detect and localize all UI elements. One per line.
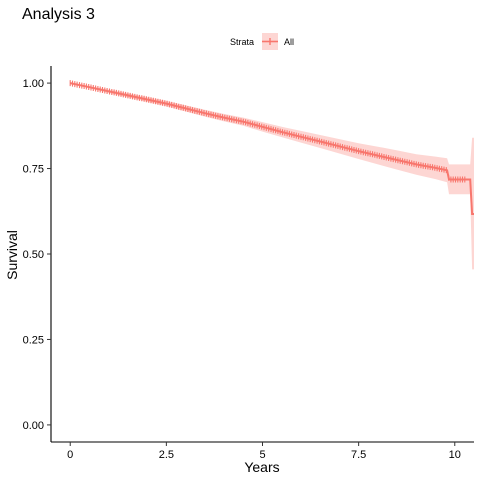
x-tick-label: 5 xyxy=(259,449,265,461)
x-tick-label: 7.5 xyxy=(351,449,366,461)
legend: Strata All xyxy=(230,33,294,50)
x-axis: 0 2.5 5 7.5 10 xyxy=(67,442,461,461)
confidence-band xyxy=(70,83,474,270)
x-tick-label: 2.5 xyxy=(159,449,174,461)
legend-title: Strata xyxy=(230,37,254,47)
y-axis: 0.00 0.25 0.50 0.75 1.00 xyxy=(23,78,51,432)
survival-curve xyxy=(69,82,474,215)
y-tick-label: 0.50 xyxy=(23,249,44,261)
x-axis-title: Years xyxy=(244,459,279,475)
y-tick-label: 0.00 xyxy=(23,420,44,432)
y-tick-label: 0.75 xyxy=(23,164,44,176)
y-tick-label: 0.25 xyxy=(23,334,44,346)
y-tick-label: 1.00 xyxy=(23,78,44,90)
x-tick-label: 0 xyxy=(67,449,73,461)
x-tick-label: 10 xyxy=(449,449,461,461)
legend-label-all: All xyxy=(284,37,294,47)
chart-title: Analysis 3 xyxy=(22,6,95,23)
y-axis-title: Survival xyxy=(4,230,20,280)
plot-panel xyxy=(69,80,474,270)
